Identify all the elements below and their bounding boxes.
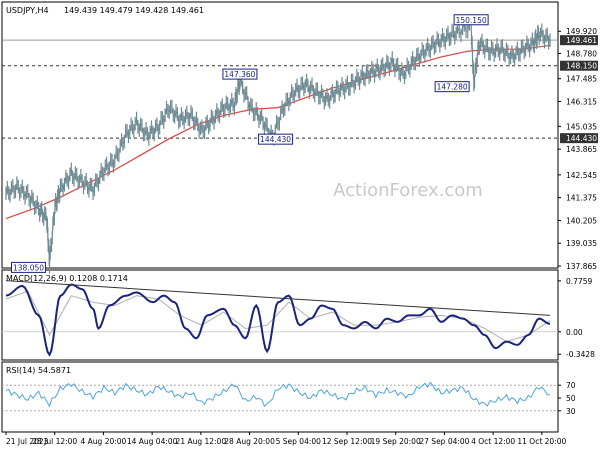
- level-badge-label: 149.461: [566, 36, 597, 45]
- y-tick-label: 139.035: [566, 239, 597, 248]
- price-annotation-box: [222, 68, 258, 80]
- y-tick-label: 137.865: [566, 262, 597, 271]
- x-tick-label: 14 Aug 04:00: [127, 437, 178, 446]
- x-tick-label: 21 Jul 2023: [6, 437, 49, 446]
- macd-y-tick-label: -0.3428: [566, 350, 595, 359]
- x-tick-label: 12 Sep 12:00: [322, 437, 372, 446]
- price-annotation-box: [453, 14, 489, 26]
- y-tick-label: 140.205: [566, 216, 597, 225]
- x-tick-label: 5 Sep 04:00: [276, 437, 322, 446]
- price-annotation-label: 138.050: [13, 263, 44, 272]
- level-badge-label: 148.150: [566, 62, 597, 71]
- rsi-y-tick-label: 50: [566, 394, 576, 403]
- x-tick-label: 28 Aug 20:00: [224, 437, 275, 446]
- rsi-panel: [1, 361, 559, 433]
- price-annotation-label: 150.150: [456, 16, 487, 25]
- y-tick-label: 145.035: [566, 122, 597, 131]
- x-tick-label: 28 Jul 12:00: [32, 437, 77, 446]
- price-annotation-label: 147.360: [224, 70, 255, 79]
- x-tick-label: 4 Oct 12:00: [471, 437, 515, 446]
- x-tick-label: 19 Sep 20:00: [371, 437, 421, 446]
- level-badge: [560, 60, 598, 71]
- price-annotation-box: [11, 261, 47, 273]
- y-tick-label: 146.315: [566, 97, 597, 106]
- level-badge: [560, 35, 598, 46]
- y-tick-label: 142.545: [566, 171, 597, 180]
- macd-y-tick-label: 0.7759: [566, 277, 592, 286]
- price-annotation-label: 147.280: [437, 83, 468, 92]
- y-tick-label: 147.485: [566, 75, 597, 84]
- price-annotation-box: [434, 81, 470, 93]
- watermark: ActionForex.com: [333, 180, 483, 201]
- symbol-header: USDJPY,H4: [6, 6, 49, 15]
- y-tick-label: 148.780: [566, 49, 597, 58]
- rsi-y-tick-label: 70: [566, 381, 576, 390]
- ohlc-header: 149.439 149.479 149.428 149.461: [64, 6, 204, 15]
- rsi-line: [5, 381, 550, 408]
- y-tick-label: 149.920: [566, 27, 597, 36]
- y-tick-label: 143.865: [566, 145, 597, 154]
- price-annotation-label: 144.430: [260, 135, 291, 144]
- macd-trendline: [5, 280, 551, 316]
- rsi-header: RSI(14) 54.5871: [6, 366, 71, 375]
- level-badge: [560, 133, 598, 144]
- price-panel: [1, 1, 559, 269]
- level-badge-label: 144.430: [566, 134, 597, 143]
- x-tick-label: 4 Aug 20:00: [81, 437, 127, 446]
- rsi-y-tick-label: 30: [566, 407, 576, 416]
- macd-y-tick-label: 0.00: [566, 328, 583, 337]
- x-tick-label: 21 Aug 12:00: [176, 437, 227, 446]
- price-annotation-box: [258, 133, 294, 145]
- x-tick-label: 27 Sep 04:00: [419, 437, 469, 446]
- macd-panel: [1, 269, 559, 361]
- macd-header: MACD(12,26,9) 0.1208 0.1714: [6, 274, 128, 283]
- y-tick-label: 141.375: [566, 194, 597, 203]
- x-tick-label: 11 Oct 20:00: [517, 437, 566, 446]
- macd-line: [5, 283, 551, 357]
